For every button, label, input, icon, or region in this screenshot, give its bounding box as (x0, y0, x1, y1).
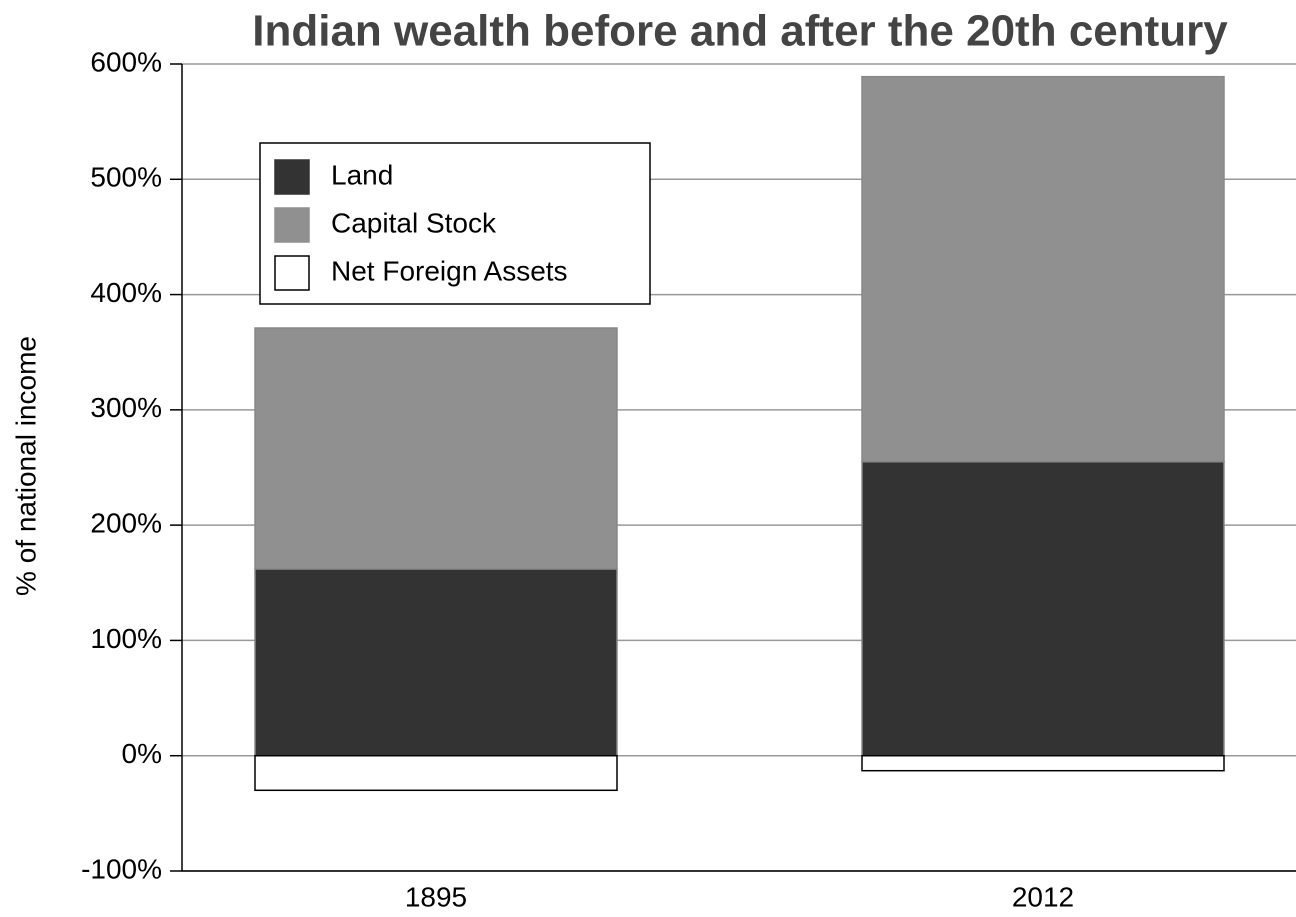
bar-segment (861, 754, 1225, 772)
bar-segment (861, 75, 1225, 463)
chart-title: Indian wealth before and after the 20th … (252, 7, 1228, 56)
legend-swatch (274, 159, 310, 195)
legend-swatch (274, 207, 310, 243)
legend-label: Land (331, 159, 393, 190)
legend-box (259, 142, 651, 305)
y-tick-label: 600% (90, 46, 162, 77)
bar-segment (254, 754, 618, 792)
legend-label: Net Foreign Assets (331, 255, 568, 286)
bar-segment (861, 460, 1225, 757)
y-tick-label: -100% (81, 853, 162, 884)
y-tick-label: 0% (122, 738, 162, 769)
y-axis-label: % of national income (10, 336, 41, 596)
y-tick-label: 500% (90, 162, 162, 193)
y-tick-label: 100% (90, 623, 162, 654)
bar-segment (254, 568, 618, 757)
x-tick-label: 2012 (1012, 881, 1074, 912)
y-tick-label: 300% (90, 392, 162, 423)
legend-label: Capital Stock (331, 207, 497, 238)
bar-segment (254, 327, 618, 570)
y-tick-label: 200% (90, 508, 162, 539)
legend-swatch (274, 255, 310, 291)
y-tick-label: 400% (90, 277, 162, 308)
x-tick-label: 1895 (405, 881, 467, 912)
legend: Land Capital Stock Net Foreign Assets (259, 142, 651, 305)
